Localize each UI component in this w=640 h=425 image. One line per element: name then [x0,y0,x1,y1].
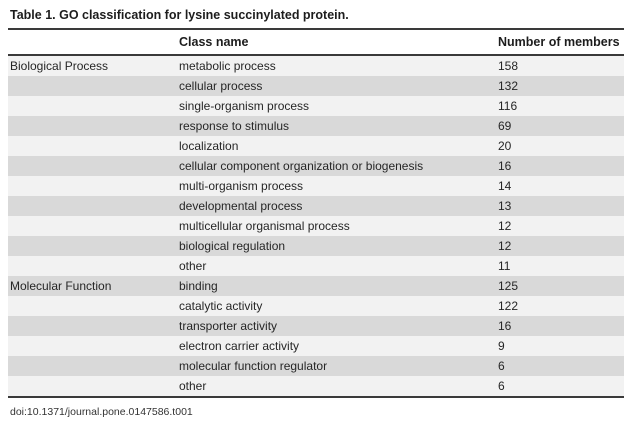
table-row: developmental process 13 [8,196,624,216]
members-cell: 6 [498,359,505,373]
category-cell [8,356,179,376]
class-name-cell: developmental process [179,199,303,213]
category-cell [8,156,179,176]
category-cell: Molecular Function [10,279,112,293]
table-row: biological regulation 12 [8,236,624,256]
members-cell: 6 [498,379,505,393]
header-number-of-members: Number of members [498,35,620,49]
table-row: catalytic activity 122 [8,296,624,316]
table-body: Biological Process metabolic process 158 ce… [8,56,624,398]
members-cell: 14 [498,179,512,193]
category-cell [8,116,179,136]
members-cell: 69 [498,119,512,133]
category-cell [8,216,179,236]
class-name-cell: binding [179,279,218,293]
members-cell: 16 [498,159,512,173]
class-name-cell: multi-organism process [179,179,304,193]
class-name-cell: other [179,379,207,393]
category-cell: Biological Process [10,59,109,73]
category-cell [8,96,179,116]
table-row: multicellular organismal process 12 [8,216,624,236]
category-cell [8,236,179,256]
class-name-cell: multicellular organismal process [179,219,350,233]
class-name-cell: cellular process [179,79,263,93]
table-title: Table 1. GO classification for lysine su… [8,0,624,30]
members-cell: 158 [498,59,519,73]
category-cell [8,296,179,316]
category-cell [8,336,179,356]
members-cell: 9 [498,339,505,353]
category-cell [8,76,179,96]
members-cell: 20 [498,139,512,153]
doi-caption: doi:10.1371/journal.pone.0147586.t001 [10,406,193,418]
table-row: response to stimulus 69 [8,116,624,136]
header-class-name: Class name [179,35,249,49]
table-row: cellular component organization or bioge… [8,156,624,176]
class-name-cell: cellular component organization or bioge… [179,159,424,173]
class-name-cell: transporter activity [179,319,278,333]
table-figure: Table 1. GO classification for lysine su… [8,0,624,418]
table-row: transporter activity 16 [8,316,624,336]
go-classification-table: Class name Number of members Biological … [8,30,624,398]
table-row: cellular process 132 [8,76,624,96]
members-cell: 12 [498,239,512,253]
class-name-cell: catalytic activity [179,299,263,313]
table-row: single-organism process 116 [8,96,624,116]
table-row: molecular function regulator 6 [8,356,624,376]
category-cell [8,256,179,276]
members-cell: 125 [498,279,519,293]
table-row: localization 20 [8,136,624,156]
members-cell: 11 [498,259,511,273]
class-name-cell: response to stimulus [179,119,290,133]
class-name-cell: electron carrier activity [179,339,300,353]
class-name-cell: molecular function regulator [179,359,328,373]
table-row: Biological Process metabolic process 158 [8,56,624,76]
members-cell: 13 [498,199,512,213]
members-cell: 122 [498,299,519,313]
class-name-cell: other [179,259,207,273]
members-cell: 116 [498,99,518,113]
category-cell [8,136,179,156]
table-header-row: Class name Number of members [8,30,624,56]
table-row: electron carrier activity 9 [8,336,624,356]
category-cell [8,376,179,396]
table-row: multi-organism process 14 [8,176,624,196]
class-name-cell: localization [179,139,239,153]
members-cell: 16 [498,319,512,333]
members-cell: 12 [498,219,512,233]
category-cell [8,196,179,216]
table-row: other 11 [8,256,624,276]
class-name-cell: metabolic process [179,59,276,73]
table-row: Molecular Function binding 125 [8,276,624,296]
category-cell [8,316,179,336]
class-name-cell: biological regulation [179,239,286,253]
members-cell: 132 [498,79,519,93]
table-row: other 6 [8,376,624,396]
category-cell [8,176,179,196]
class-name-cell: single-organism process [179,99,310,113]
